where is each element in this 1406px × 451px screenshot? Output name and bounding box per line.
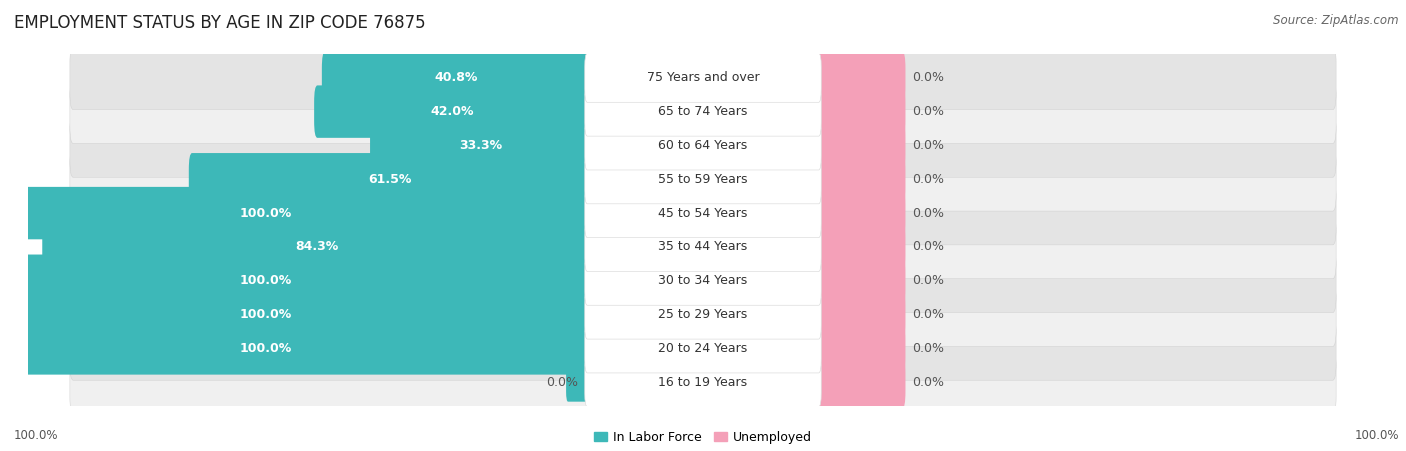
Text: 0.0%: 0.0% xyxy=(912,105,943,118)
FancyBboxPatch shape xyxy=(815,153,905,206)
Text: 100.0%: 100.0% xyxy=(240,342,292,355)
FancyBboxPatch shape xyxy=(585,290,821,339)
Text: 0.0%: 0.0% xyxy=(912,173,943,186)
FancyBboxPatch shape xyxy=(585,256,821,305)
FancyBboxPatch shape xyxy=(0,254,591,307)
FancyBboxPatch shape xyxy=(585,87,821,136)
Text: 16 to 19 Years: 16 to 19 Years xyxy=(658,376,748,389)
Text: 0.0%: 0.0% xyxy=(912,342,943,355)
FancyBboxPatch shape xyxy=(815,119,905,172)
FancyBboxPatch shape xyxy=(815,51,905,104)
FancyBboxPatch shape xyxy=(815,356,905,409)
FancyBboxPatch shape xyxy=(567,363,589,402)
FancyBboxPatch shape xyxy=(0,288,591,341)
Text: 42.0%: 42.0% xyxy=(430,105,474,118)
FancyBboxPatch shape xyxy=(815,85,905,138)
Text: 100.0%: 100.0% xyxy=(240,207,292,220)
Text: 0.0%: 0.0% xyxy=(546,376,578,389)
Text: 0.0%: 0.0% xyxy=(912,308,943,321)
FancyBboxPatch shape xyxy=(70,147,1336,211)
FancyBboxPatch shape xyxy=(0,322,591,375)
FancyBboxPatch shape xyxy=(815,187,905,239)
FancyBboxPatch shape xyxy=(70,283,1336,346)
FancyBboxPatch shape xyxy=(70,317,1336,380)
Text: 100.0%: 100.0% xyxy=(240,308,292,321)
FancyBboxPatch shape xyxy=(815,322,905,375)
FancyBboxPatch shape xyxy=(0,187,591,239)
Text: 0.0%: 0.0% xyxy=(912,376,943,389)
Text: 100.0%: 100.0% xyxy=(14,429,59,442)
Text: 0.0%: 0.0% xyxy=(912,274,943,287)
FancyBboxPatch shape xyxy=(70,181,1336,245)
FancyBboxPatch shape xyxy=(815,221,905,273)
FancyBboxPatch shape xyxy=(70,114,1336,177)
FancyBboxPatch shape xyxy=(314,85,591,138)
Text: 100.0%: 100.0% xyxy=(240,274,292,287)
Text: 100.0%: 100.0% xyxy=(1354,429,1399,442)
Text: 40.8%: 40.8% xyxy=(434,71,478,84)
Text: Source: ZipAtlas.com: Source: ZipAtlas.com xyxy=(1274,14,1399,27)
FancyBboxPatch shape xyxy=(70,350,1336,414)
FancyBboxPatch shape xyxy=(585,53,821,102)
Text: 0.0%: 0.0% xyxy=(912,71,943,84)
FancyBboxPatch shape xyxy=(370,119,591,172)
Text: 25 to 29 Years: 25 to 29 Years xyxy=(658,308,748,321)
Text: 30 to 34 Years: 30 to 34 Years xyxy=(658,274,748,287)
Text: 55 to 59 Years: 55 to 59 Years xyxy=(658,173,748,186)
FancyBboxPatch shape xyxy=(70,80,1336,143)
FancyBboxPatch shape xyxy=(188,153,591,206)
Text: 0.0%: 0.0% xyxy=(912,207,943,220)
FancyBboxPatch shape xyxy=(42,221,591,273)
FancyBboxPatch shape xyxy=(815,254,905,307)
FancyBboxPatch shape xyxy=(585,324,821,373)
Text: 60 to 64 Years: 60 to 64 Years xyxy=(658,139,748,152)
Text: 35 to 44 Years: 35 to 44 Years xyxy=(658,240,748,253)
Text: 45 to 54 Years: 45 to 54 Years xyxy=(658,207,748,220)
Text: 61.5%: 61.5% xyxy=(368,173,412,186)
FancyBboxPatch shape xyxy=(585,155,821,204)
Text: 84.3%: 84.3% xyxy=(295,240,337,253)
Text: 20 to 24 Years: 20 to 24 Years xyxy=(658,342,748,355)
FancyBboxPatch shape xyxy=(585,358,821,407)
FancyBboxPatch shape xyxy=(585,121,821,170)
Text: 75 Years and over: 75 Years and over xyxy=(647,71,759,84)
FancyBboxPatch shape xyxy=(585,222,821,272)
FancyBboxPatch shape xyxy=(70,249,1336,313)
FancyBboxPatch shape xyxy=(322,51,591,104)
Text: 0.0%: 0.0% xyxy=(912,240,943,253)
Legend: In Labor Force, Unemployed: In Labor Force, Unemployed xyxy=(589,426,817,449)
FancyBboxPatch shape xyxy=(70,46,1336,110)
FancyBboxPatch shape xyxy=(70,215,1336,279)
FancyBboxPatch shape xyxy=(585,189,821,238)
Text: 0.0%: 0.0% xyxy=(912,139,943,152)
Text: 65 to 74 Years: 65 to 74 Years xyxy=(658,105,748,118)
FancyBboxPatch shape xyxy=(815,288,905,341)
Text: EMPLOYMENT STATUS BY AGE IN ZIP CODE 76875: EMPLOYMENT STATUS BY AGE IN ZIP CODE 768… xyxy=(14,14,426,32)
Text: 33.3%: 33.3% xyxy=(458,139,502,152)
